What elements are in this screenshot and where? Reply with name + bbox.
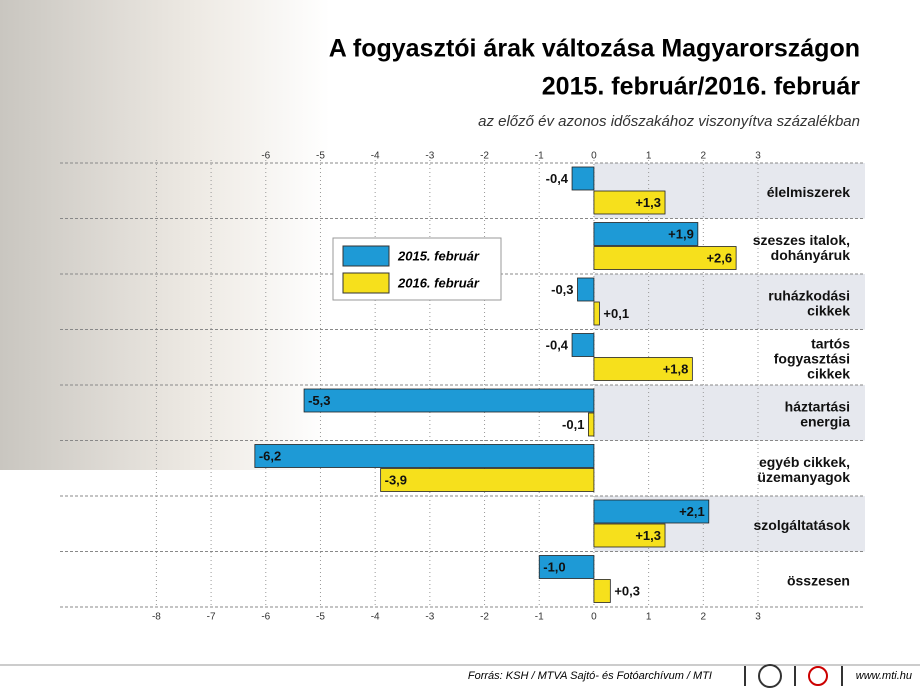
value-label: -5,3	[308, 393, 330, 408]
category-label: összesen	[787, 572, 850, 588]
x-tick-label: -7	[207, 612, 216, 623]
x-tick-label-top: -4	[371, 151, 380, 162]
bar	[380, 468, 595, 492]
x-tick-label: -4	[371, 612, 380, 623]
bar	[593, 222, 699, 246]
bar	[593, 499, 710, 524]
value-label: +1,3	[635, 195, 661, 210]
source: Forrás: KSH / MTVA Sajtó- és Fotóarchívu…	[468, 670, 712, 682]
x-tick-label-top: -6	[261, 151, 270, 162]
bar	[577, 277, 595, 302]
category-label: ruházkodási cikkek	[768, 287, 850, 318]
x-tick-label: -2	[480, 612, 489, 623]
legend-swatch	[342, 272, 390, 294]
legend: 2015. február 2016. február	[332, 237, 502, 301]
bar	[593, 357, 693, 381]
x-tick-label-top: -2	[480, 151, 489, 162]
bar	[571, 333, 595, 357]
bar	[593, 246, 737, 270]
legend-label: 2015. február	[397, 248, 480, 263]
value-label: +2,6	[706, 250, 732, 265]
value-label: +1,3	[635, 528, 661, 543]
chart-subtitle: az előző év azonos időszakához viszonyít…	[478, 113, 860, 130]
bar	[303, 388, 595, 413]
x-tick-label: 3	[755, 612, 761, 623]
logo	[808, 666, 828, 686]
x-tick-label: -1	[535, 612, 544, 623]
category-label: tartós fogyasztási cikkek	[774, 335, 850, 381]
x-tick-label: 0	[591, 612, 597, 623]
x-tick-label: 2	[701, 612, 707, 623]
value-label: +1,8	[663, 361, 689, 376]
x-tick-label-top: -3	[425, 151, 434, 162]
website: www.mti.hu	[856, 670, 912, 682]
photo-background	[0, 0, 330, 470]
legend-swatch	[342, 245, 390, 267]
x-tick-label-top: 3	[755, 151, 761, 162]
value-label: -1,0	[543, 559, 565, 574]
x-tick-label-top: 1	[646, 151, 652, 162]
x-tick-label: -5	[316, 612, 325, 623]
x-tick-label-top: -5	[316, 151, 325, 162]
value-label: -0,4	[546, 171, 569, 186]
row-band	[593, 274, 865, 330]
value-label: +1,9	[668, 226, 694, 241]
category-label: egyéb cikkek, üzemanyagok	[757, 453, 850, 484]
x-tick-label: 1	[646, 612, 652, 623]
legend-label: 2016. február	[397, 275, 480, 290]
category-label: szolgáltatások	[754, 516, 851, 532]
x-tick-label: -8	[152, 612, 161, 623]
value-label: +2,1	[679, 504, 705, 519]
category-label: élelmiszerek	[767, 183, 850, 199]
x-tick-label: -6	[261, 612, 270, 623]
row-band	[593, 385, 865, 441]
category-label: háztartási energia	[785, 398, 851, 429]
value-label: -3,9	[385, 472, 407, 487]
bar	[593, 523, 666, 548]
x-tick-label-top: -1	[535, 151, 544, 162]
value-label: +0,3	[614, 583, 640, 598]
value-label: -0,3	[551, 282, 573, 297]
chart-title: 2015. február/2016. február	[542, 73, 860, 101]
value-label: -6,2	[259, 448, 281, 463]
bar	[538, 555, 595, 579]
bar	[254, 444, 595, 468]
bar	[588, 412, 595, 437]
logo	[758, 664, 782, 688]
bar	[593, 190, 666, 215]
bar	[593, 301, 600, 326]
bar	[571, 166, 595, 191]
value-label: +0,1	[603, 306, 629, 321]
value-label: -0,4	[546, 337, 569, 352]
x-tick-label-top: 0	[591, 151, 597, 162]
x-tick-label: -3	[425, 612, 434, 623]
value-label: -0,1	[562, 417, 584, 432]
category-label: szeszes italok, dohányáruk	[753, 231, 850, 262]
chart-title: A fogyasztói árak változása Magyarország…	[329, 35, 860, 63]
bar	[593, 579, 611, 603]
x-tick-label-top: 2	[701, 151, 707, 162]
